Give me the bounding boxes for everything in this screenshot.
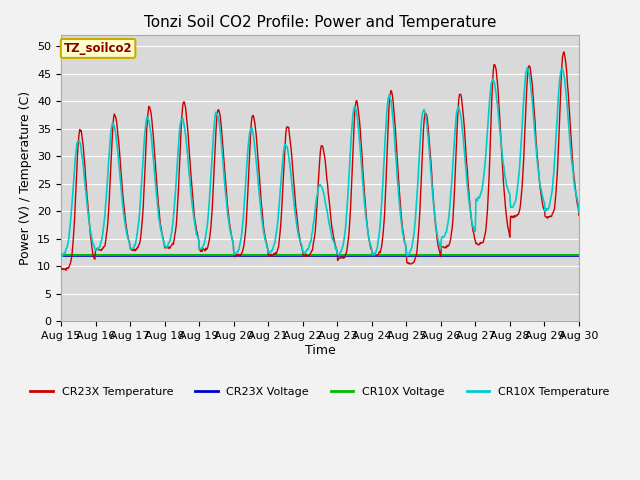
X-axis label: Time: Time bbox=[305, 344, 335, 357]
Legend: CR23X Temperature, CR23X Voltage, CR10X Voltage, CR10X Temperature: CR23X Temperature, CR23X Voltage, CR10X … bbox=[26, 383, 614, 401]
Text: TZ_soilco2: TZ_soilco2 bbox=[64, 42, 132, 55]
Title: Tonzi Soil CO2 Profile: Power and Temperature: Tonzi Soil CO2 Profile: Power and Temper… bbox=[144, 15, 496, 30]
Y-axis label: Power (V) / Temperature (C): Power (V) / Temperature (C) bbox=[19, 91, 31, 265]
